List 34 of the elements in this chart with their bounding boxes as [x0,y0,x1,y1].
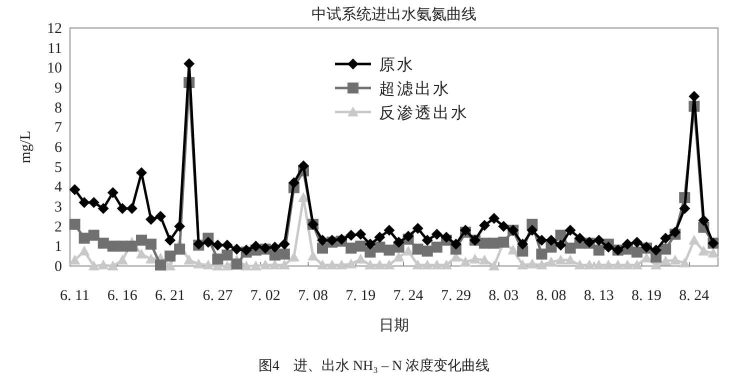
y-tick-label: 0 [54,259,62,275]
legend-label: 反渗透出水 [379,104,469,122]
x-tick-label: 8. 03 [488,288,519,304]
y-tick-label: 2 [54,219,62,236]
x-tick-label: 7. 19 [346,288,376,304]
x-tick-label: 6. 27 [202,288,234,304]
x-tick-label: 7. 24 [393,288,424,304]
y-tick-label: 4 [54,180,62,196]
x-tick-label: 6. 16 [107,288,138,304]
x-axis-title: 日期 [379,317,409,334]
x-tick-label: 6. 21 [155,288,186,304]
y-axis-title: mg/L [18,130,34,164]
y-tick-label: 12 [47,21,62,37]
x-tick-label: 8. 13 [584,288,614,304]
chart-title: 中试系统进出水氨氮曲线 [312,6,476,23]
x-tick-label: 8. 24 [679,288,710,304]
x-tick-label: 8. 19 [632,288,662,304]
y-tick-label: 8 [54,100,62,116]
y-tick-label: 1 [54,239,62,256]
y-tick-label: 5 [54,160,62,176]
x-tick-label: 7. 08 [298,288,328,304]
x-tick-label: 6. 11 [60,288,90,304]
caption: 图4 进、出水 NH₃ – N 浓度变化曲线 [258,358,490,374]
y-tick-label: 9 [54,80,62,96]
x-tick-label: 7. 29 [440,288,471,304]
y-tick-label: 7 [54,120,62,136]
x-tick-label: 7. 02 [250,288,280,304]
y-tick-label: 11 [48,40,62,57]
legend-label: 超滤出水 [379,80,451,98]
y-tick-label: 6 [54,140,62,156]
y-tick-label: 3 [54,200,62,216]
y-tick-label: 10 [47,60,62,77]
x-tick-label: 8. 08 [536,288,566,304]
legend-label: 原水 [379,56,415,74]
